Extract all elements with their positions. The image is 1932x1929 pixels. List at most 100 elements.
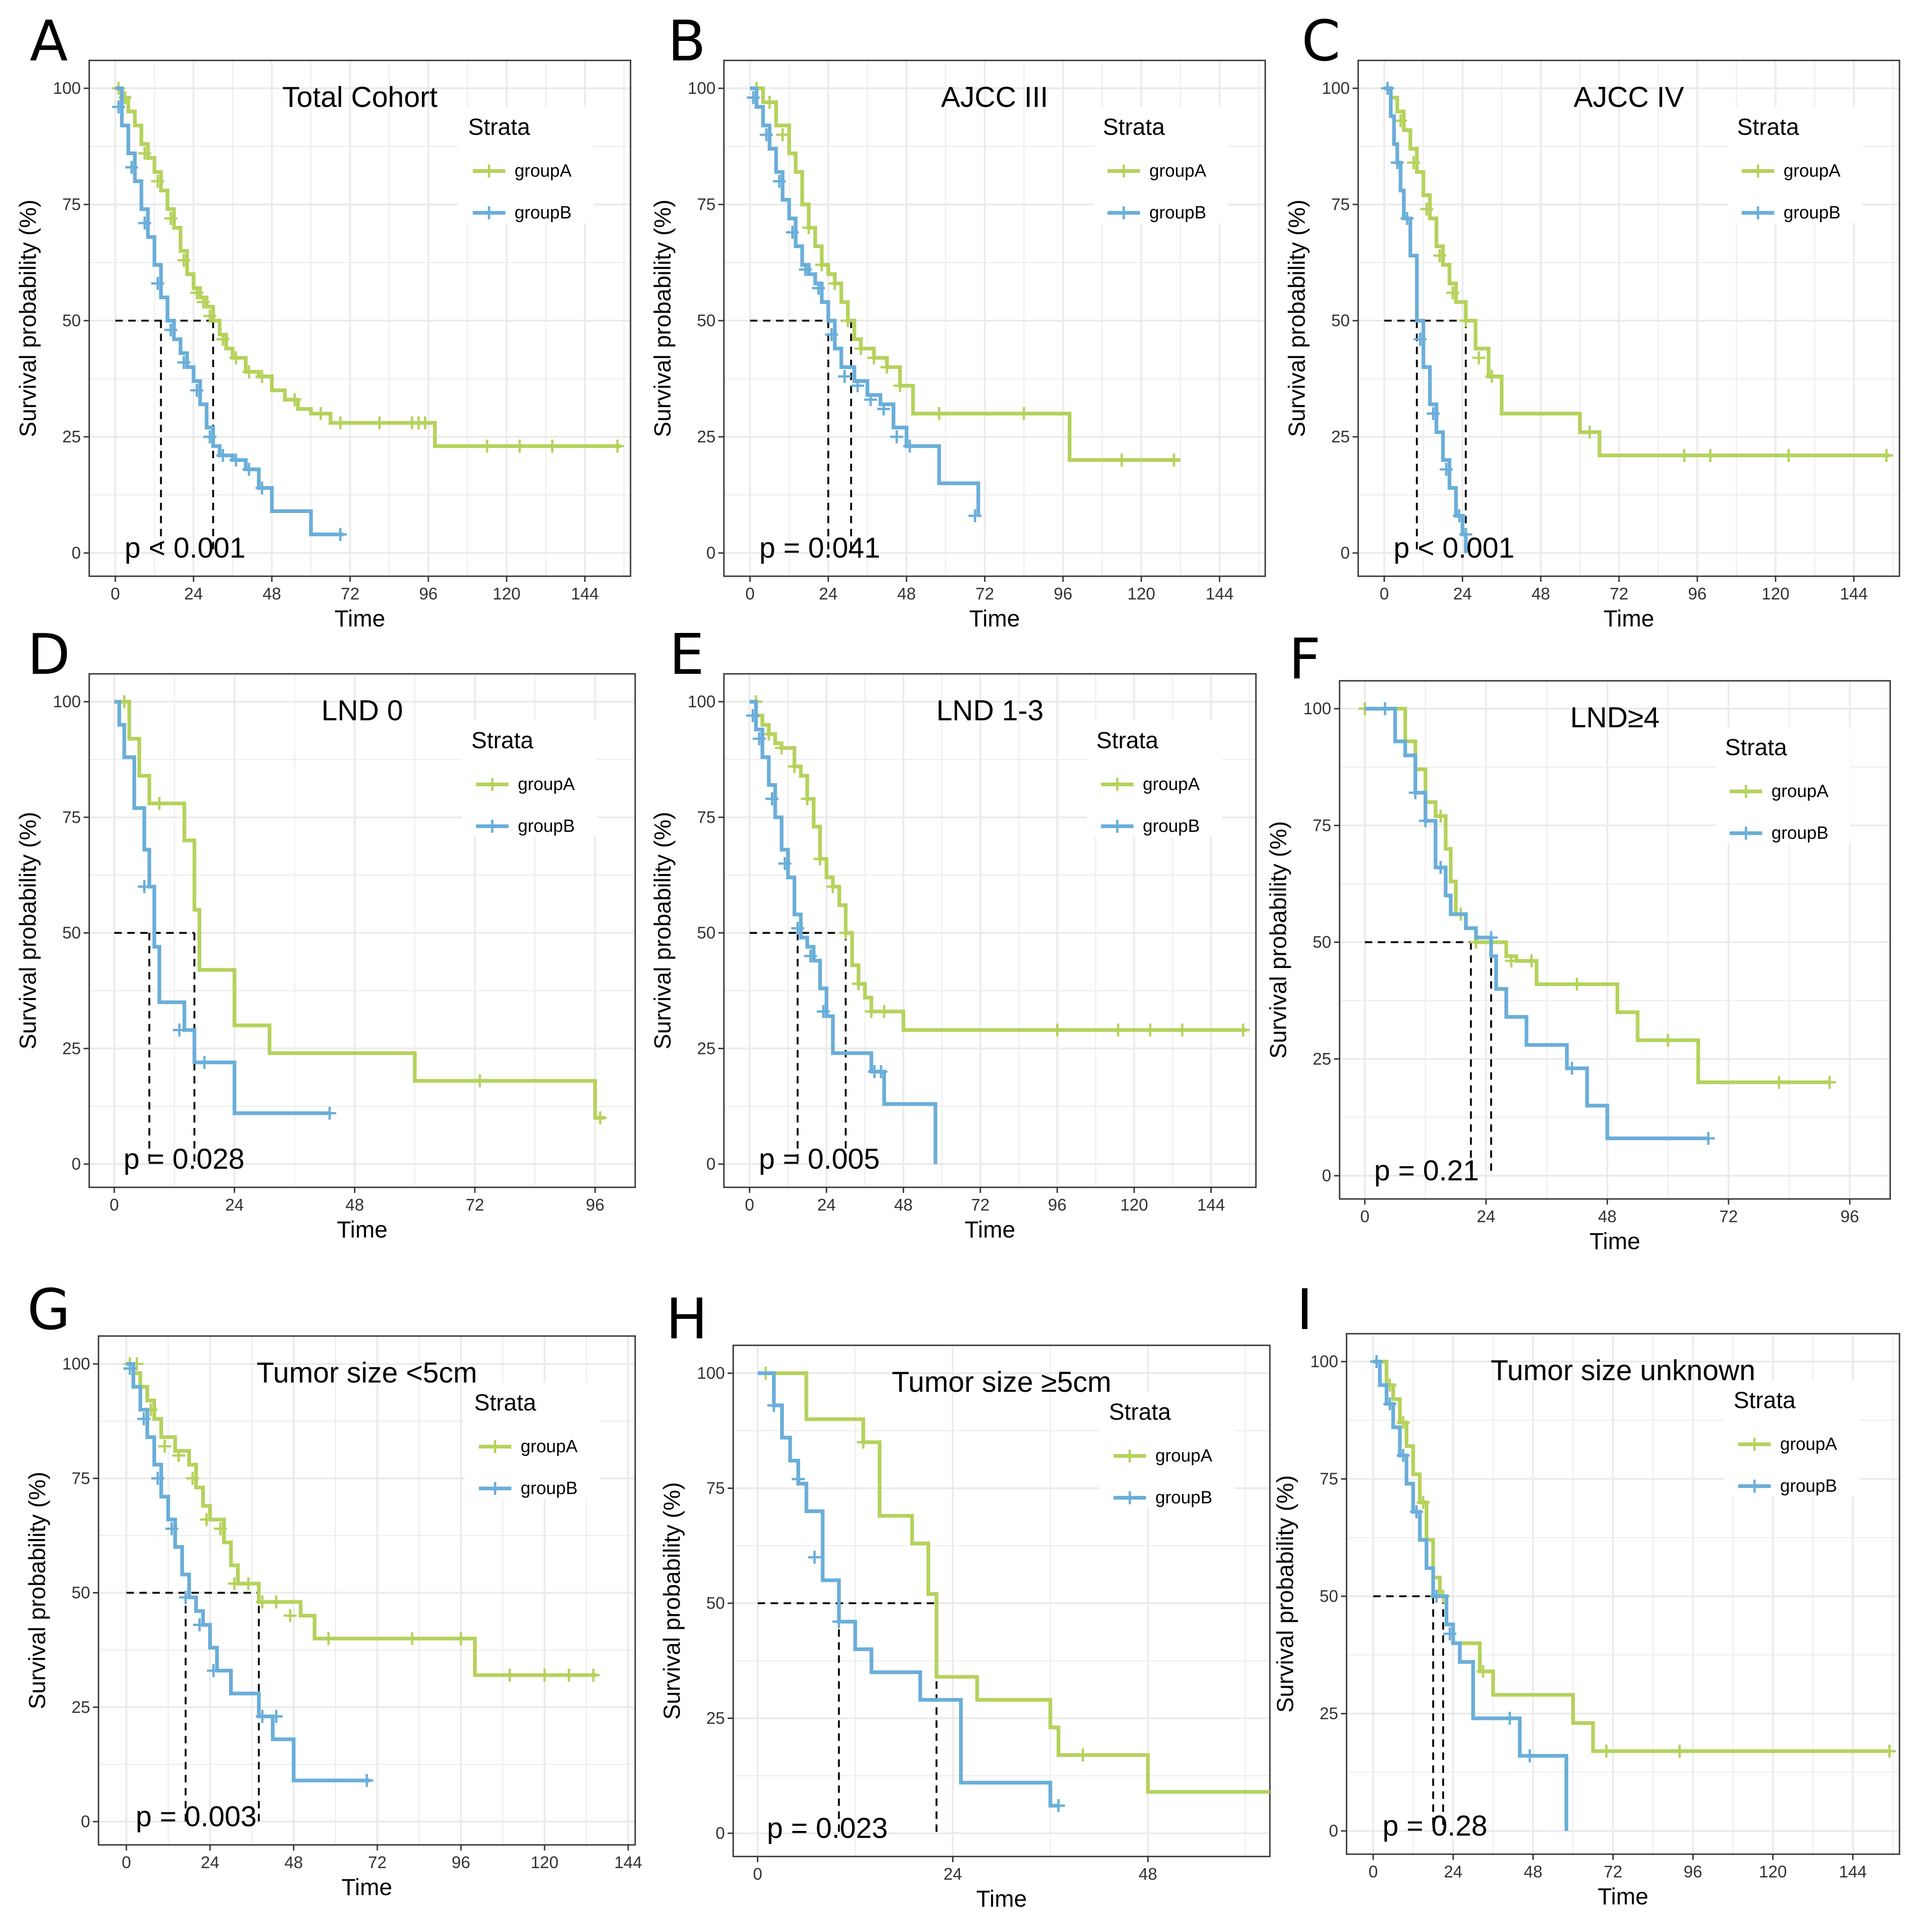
censor-mark-groupB [746,709,760,722]
x-tick-label: 24 [943,1864,962,1883]
panel-label-i: I [1296,1278,1313,1343]
censor-mark-groupA [813,852,827,866]
censor-mark-groupA [418,416,432,429]
censor-mark-groupB [1485,931,1498,944]
censor-mark-groupB [242,463,256,476]
x-axis-title: Time [1590,1228,1640,1254]
x-tick-label: 120 [1120,1195,1148,1214]
y-axis-title: Survival probability (%) [15,199,41,437]
plot-title: Tumor size <5cm [256,1357,477,1389]
x-tick-label: 0 [1368,1862,1378,1881]
panel-b: B 0 24 48 72 96 120 144 0 25 50 75 100 Time Survival p… [650,9,1266,632]
censor-mark-groupA [1407,156,1420,169]
censor-mark-groupB [360,1774,374,1787]
censor-mark-groupB [1430,1590,1443,1603]
legend-label-groupA: groupA [1784,161,1841,181]
y-tick-label: 50 [1313,933,1331,952]
x-tick-label: 72 [971,1195,990,1214]
legend-label-groupA: groupA [1780,1435,1837,1454]
censor-mark-groupA [138,147,151,160]
x-tick-label: 96 [1048,1195,1066,1214]
legend-label-groupA: groupA [1150,161,1207,181]
censor-mark-groupB [164,323,177,336]
censor-mark-groupB [1052,1799,1065,1812]
x-tick-label: 24 [1477,1207,1495,1226]
x-tick-label: 0 [1360,1207,1369,1226]
censor-mark-groupA [1823,1076,1836,1089]
p-value: p = 0.003 [136,1801,256,1833]
plot-title: LND≥4 [1570,702,1660,734]
legend: Strata groupA groupB [1715,727,1851,843]
censor-mark-groupA [1677,449,1691,462]
censor-mark-groupA [158,1440,171,1453]
legend-label-groupB: groupB [1150,203,1207,223]
x-tick-label: 120 [1759,1862,1787,1881]
p-value: p = 0.21 [1374,1155,1479,1187]
censor-mark-groupA [933,407,946,420]
censor-mark-groupB [229,454,243,467]
censor-mark-groupB [323,1106,336,1120]
censor-mark-groupA [1176,1023,1189,1037]
plot-title: LND 1-3 [936,695,1044,727]
km-curve-groupB [1373,1360,1569,1831]
legend-title: Strata [1725,734,1787,760]
y-tick-label: 25 [1320,1704,1338,1723]
x-tick-label: 96 [1684,1862,1702,1881]
censor-mark-groupA [1076,1748,1090,1762]
censor-mark-groupA [841,314,854,327]
censor-mark-groupB [179,1591,192,1604]
x-tick-label: 24 [225,1195,244,1214]
censor-mark-groupA [1446,286,1459,299]
legend: Strata groupA groupB [1724,1380,1859,1496]
x-tick-label: 0 [1380,584,1389,603]
x-tick-label: 120 [1127,584,1155,603]
censor-mark-groupA [1476,1665,1490,1678]
censor-mark-groupB [752,732,766,745]
censor-mark-groupA [473,1074,486,1087]
y-tick-label: 100 [1322,79,1350,98]
censor-mark-groupA [177,254,191,267]
y-tick-label: 100 [1310,1352,1338,1371]
censor-mark-groupA [815,258,828,271]
y-tick-label: 50 [1331,311,1350,330]
y-tick-label: 75 [697,195,716,214]
censor-mark-groupA [203,309,217,323]
censor-mark-groupB [838,370,851,383]
censor-mark-groupB [1523,1749,1537,1763]
plot-title: AJCC IV [1574,81,1684,113]
censor-mark-groupA [788,760,801,773]
y-tick-label: 0 [716,1824,725,1843]
legend-title: Strata [472,727,534,753]
legend-title: Strata [468,114,531,140]
censor-mark-groupB [1702,1132,1715,1145]
y-tick-label: 100 [62,1354,90,1373]
y-tick-label: 25 [62,1039,81,1058]
x-axis-title: Time [1597,1883,1648,1909]
censor-mark-groupA [454,1632,467,1645]
censor-mark-groupB [773,175,786,188]
y-tick-label: 100 [53,692,81,711]
panel-h: H 0 24 48 0 25 50 75 100 Time Survival probability… [659,1287,1271,1912]
censor-mark-groupA [893,379,907,392]
x-tick-label: 48 [897,584,916,603]
km-curve-groupB [757,1371,1058,1808]
censor-mark-groupA [503,1668,516,1682]
legend-label-groupB: groupB [1772,823,1829,843]
legend: Strata groupA groupB [462,720,597,836]
censor-mark-groupB [968,509,982,522]
censor-mark-groupB [138,880,151,893]
legend-label-groupA: groupA [518,775,575,794]
x-tick-label: 96 [419,584,438,603]
x-tick-label: 144 [571,584,599,603]
x-tick-label: 120 [531,1853,559,1872]
legend-background [459,107,594,223]
censor-mark-groupA [877,1005,891,1018]
censor-mark-groupA [255,370,269,383]
censor-mark-groupB [1426,407,1440,420]
censor-mark-groupB [1370,1355,1383,1368]
panel-label-h: H [666,1287,708,1352]
km-curve-groupA [114,700,605,1120]
x-tick-label: 72 [341,584,359,603]
y-tick-label: 0 [706,1154,716,1173]
x-tick-label: 48 [284,1853,303,1872]
